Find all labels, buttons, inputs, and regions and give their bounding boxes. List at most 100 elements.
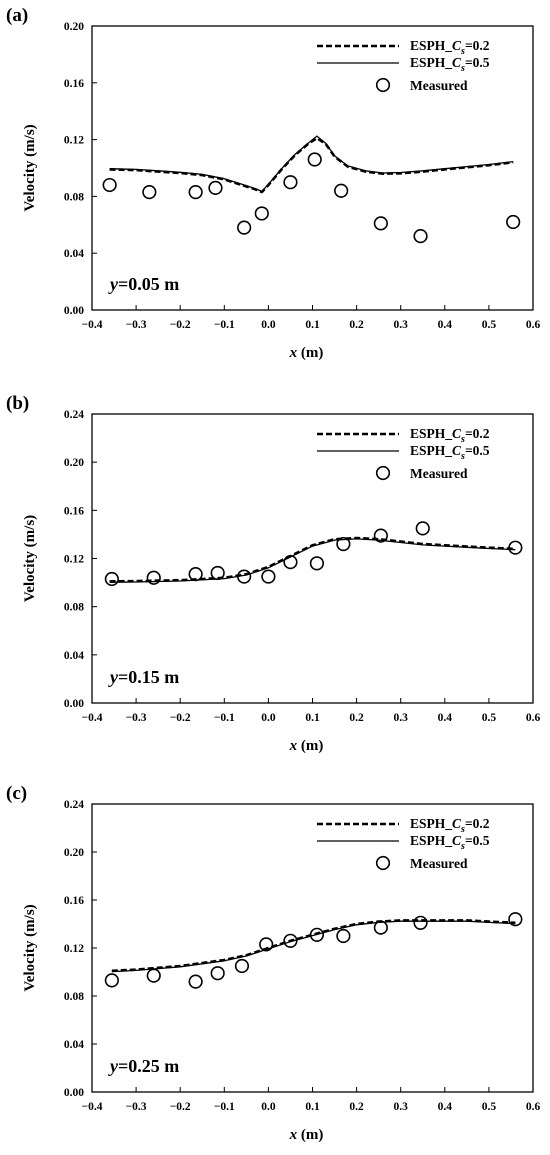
measured-point: [373, 528, 388, 543]
legend-entry-label: ESPH_Cs=0.2: [410, 426, 490, 445]
measured-point: [283, 175, 298, 190]
measured-point: [413, 915, 428, 930]
y-axis-title: Velocity (m/s): [22, 904, 38, 991]
x-tick-label: 0.5: [482, 1101, 497, 1113]
legend-entry-label: ESPH_Cs=0.2: [410, 816, 490, 835]
chart-panel-a: (a) −0.4 −0.3 −0.2 −0.1 0.0 0.1 0.2 0.3 0.4 0.5 0.6…: [6, 5, 540, 361]
measured-point: [508, 540, 523, 555]
measured-point: [373, 216, 388, 231]
x-tick-label: 0.6: [526, 319, 541, 331]
measured-point: [210, 565, 225, 581]
x-tick-label: −0.3: [126, 1101, 147, 1113]
x-tick-label: −0.3: [126, 319, 147, 331]
x-tick-label: −0.1: [214, 1101, 235, 1113]
series-line-cs-0-5: [111, 920, 516, 973]
measured-point: [237, 569, 252, 584]
chart-panel-c: (c) −0.4 −0.3 −0.2 −0.1 0.0 0.1 0.2 0.3 0.4 0.5 0.6…: [6, 783, 540, 1143]
legend-entry-label: Measured: [410, 856, 468, 871]
measured-point: [237, 220, 252, 235]
legend-entry-label: ESPH_Cs=0.5: [410, 443, 490, 462]
y-tick-label: 0.12: [64, 554, 84, 566]
measured-point: [146, 968, 161, 983]
legend-marker-swatch: [375, 465, 391, 481]
series-line-cs-0-5: [109, 538, 516, 583]
x-axis-title: x (m): [289, 1127, 324, 1143]
legend-entry-label: Measured: [410, 466, 468, 481]
series-line-cs-0-2: [109, 536, 516, 583]
depth-annotation: y=0.15 m: [108, 667, 179, 687]
y-tick-label: 0.16: [64, 505, 84, 517]
x-tick-label: 0.3: [394, 1101, 409, 1113]
x-tick-label: 0.6: [526, 1101, 541, 1113]
y-tick-label: 0.20: [64, 457, 84, 469]
y-axis-title: Velocity (m/s): [22, 515, 38, 602]
x-tick-label: 0.1: [305, 712, 320, 724]
measured-point: [336, 536, 351, 552]
measured-point: [259, 937, 274, 952]
y-tick-label: 0.00: [64, 1087, 84, 1099]
y-tick-label: 0.08: [64, 602, 84, 614]
x-tick-label: 0.2: [349, 712, 364, 724]
measured-point: [261, 569, 276, 584]
x-axis-title: x (m): [289, 345, 324, 361]
measured-point: [234, 958, 250, 974]
measured-point: [102, 177, 117, 193]
legend-entry-label: ESPH_Cs=0.2: [410, 38, 490, 57]
y-tick-label: 0.12: [64, 135, 84, 147]
y-tick-label: 0.24: [64, 409, 84, 421]
x-tick-label: −0.2: [170, 712, 191, 724]
legend-entry-label: Measured: [410, 78, 468, 93]
legend-entry-label: ESPH_Cs=0.5: [410, 833, 490, 852]
x-tick-label: −0.2: [170, 1101, 191, 1113]
measured-point: [508, 912, 523, 927]
measured-point: [104, 571, 119, 587]
y-tick-label: 0.16: [64, 895, 84, 907]
y-tick-label: 0.12: [64, 943, 84, 955]
y-tick-label: 0.20: [64, 21, 84, 33]
measured-point: [309, 556, 325, 571]
series-line-cs-0-2: [111, 919, 516, 973]
x-tick-label: 0.3: [394, 712, 409, 724]
x-tick-label: −0.1: [214, 319, 235, 331]
y-tick-label: 0.08: [64, 191, 84, 203]
depth-annotation: y=0.25 m: [108, 1056, 179, 1076]
measured-point: [188, 974, 203, 989]
x-tick-label: 0.5: [482, 319, 497, 331]
y-tick-label: 0.00: [64, 698, 84, 710]
measured-point: [283, 555, 298, 570]
x-tick-label: 0.4: [438, 712, 453, 724]
x-tick-label: 0.4: [438, 1101, 453, 1113]
measured-point: [188, 185, 203, 200]
y-tick-label: 0.04: [64, 1039, 84, 1051]
measured-point: [336, 928, 351, 944]
x-tick-label: 0.1: [305, 1101, 320, 1113]
measured-point: [146, 570, 161, 585]
x-axis-title: x (m): [289, 738, 324, 754]
panel-label: (a): [6, 5, 28, 26]
panel-label: (c): [6, 783, 27, 804]
x-tick-label: 0.5: [482, 712, 497, 724]
x-tick-label: 0.6: [526, 712, 541, 724]
measured-point: [413, 229, 428, 244]
measured-point: [188, 567, 203, 582]
y-axis-title: Velocity (m/s): [22, 124, 38, 211]
measured-point: [373, 920, 388, 935]
measured-point: [142, 185, 157, 200]
x-tick-label: −0.4: [82, 712, 103, 724]
measured-point: [254, 206, 269, 221]
measured-point: [309, 927, 325, 942]
measured-point: [415, 521, 430, 536]
x-tick-label: −0.1: [214, 712, 235, 724]
y-tick-label: 0.08: [64, 991, 84, 1003]
legend-marker-swatch: [375, 855, 391, 871]
x-tick-label: 0.0: [261, 319, 276, 331]
x-tick-label: 0.1: [305, 319, 320, 331]
y-tick-label: 0.24: [64, 799, 84, 811]
chart-panel-b: (b) −0.4 −0.3 −0.2 −0.1 0.0 0.1 0.2 0.3 0.4 0.5 0.6…: [6, 393, 540, 754]
x-tick-label: 0.2: [349, 319, 364, 331]
x-tick-label: −0.4: [82, 319, 103, 331]
y-tick-label: 0.00: [64, 305, 84, 317]
x-tick-label: −0.4: [82, 1101, 103, 1113]
measured-point: [210, 966, 225, 981]
